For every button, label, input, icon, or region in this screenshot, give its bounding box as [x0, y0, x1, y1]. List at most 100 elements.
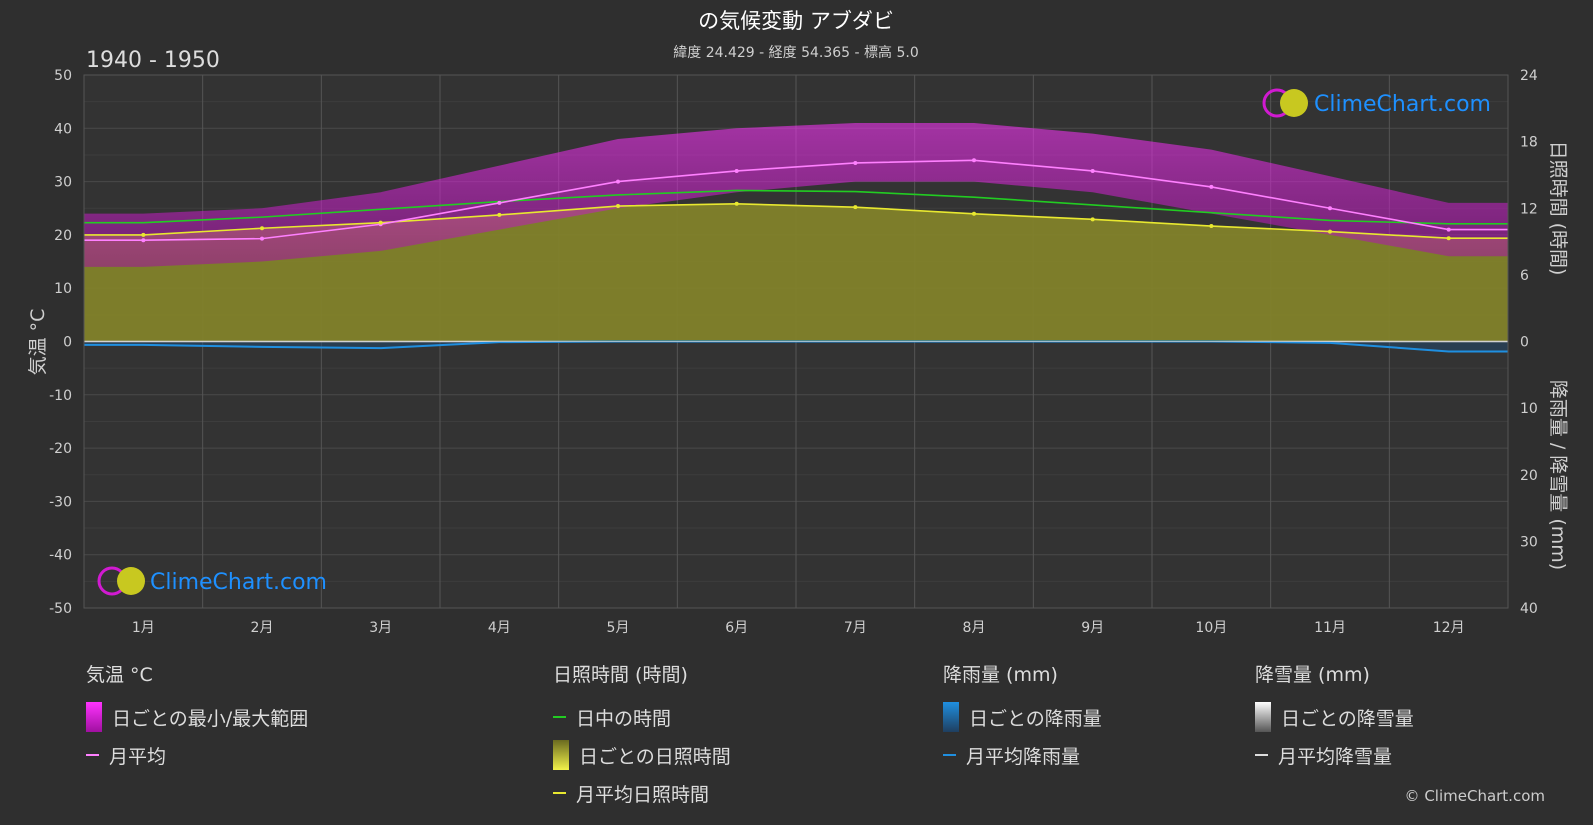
y-right-tick: 40: [1520, 601, 1538, 617]
sunshine-mean-swatch: [553, 792, 566, 794]
y-right-tick: 6: [1520, 268, 1529, 284]
period-label: 1940 - 1950: [86, 48, 220, 73]
legend-sun-daily: 日ごとの日照時間: [553, 736, 731, 774]
x-tick-label: 6月: [725, 620, 748, 636]
temp-mean-point: [1209, 184, 1214, 189]
legend-sun-header: 日照時間 (時間): [553, 664, 688, 686]
x-tick-label: 5月: [607, 620, 630, 636]
y-left-tick: -50: [49, 601, 72, 617]
sunshine-mean-point: [616, 204, 620, 209]
sunshine-mean-point: [1446, 236, 1451, 241]
legend-snow-mean-label: 月平均降雪量: [1278, 745, 1393, 768]
y-right-tick: 30: [1520, 534, 1538, 550]
y-right-top-label: 日照時間 (時間): [1547, 141, 1569, 276]
legend-sun-mean-label: 月平均日照時間: [576, 783, 710, 806]
y-left-tick: 30: [54, 175, 72, 191]
legend-temp-range-label: 日ごとの最小/最大範囲: [112, 707, 309, 730]
x-tick-label: 2月: [251, 620, 274, 636]
y-left-tick: -20: [49, 441, 72, 457]
sunshine-mean-point: [1090, 217, 1095, 222]
rain-mean-swatch: [943, 754, 956, 756]
snow-daily-swatch: [1255, 702, 1271, 732]
temp-mean-point: [260, 236, 264, 241]
temp-mean-point: [616, 179, 620, 184]
temp-mean-swatch: [86, 754, 99, 756]
temp-mean-point: [853, 160, 858, 165]
sunshine-mean-point: [260, 226, 264, 231]
y-right-tick: 10: [1520, 401, 1538, 417]
legend-rain-header: 降雨量 (mm): [943, 664, 1058, 686]
temp-mean-line: [84, 159, 1508, 242]
sunshine-daily-swatch: [553, 740, 569, 770]
sunshine-mean-point: [378, 220, 383, 225]
temp-range-band: [84, 122, 1508, 267]
y-right-tick: 12: [1520, 201, 1538, 217]
x-tick-label: 8月: [963, 620, 986, 636]
legend-sun-mean: 月平均日照時間: [553, 774, 731, 812]
y-left-label: 気温 °C: [27, 309, 49, 376]
legend-snow-daily-label: 日ごとの降雪量: [1281, 707, 1414, 730]
temp-mean-point: [734, 168, 739, 173]
sunshine-mean-point: [734, 201, 739, 206]
sunshine-mean-point: [972, 211, 976, 216]
temp-mean-point: [972, 158, 976, 163]
legend-snow-daily: 日ごとの降雪量: [1255, 698, 1414, 736]
legend-snow: 降雪量 (mm) 日ごとの降雪量 月平均降雪量: [1255, 660, 1414, 774]
sunshine-mean-point: [497, 212, 502, 217]
y-right-tick: 18: [1520, 135, 1538, 151]
plot-frame: [83, 74, 1509, 609]
sunshine-mean-line: [84, 203, 1508, 240]
sunshine-mean-point: [853, 205, 858, 210]
y-right-tick: 20: [1520, 468, 1538, 484]
x-tick-label: 9月: [1081, 620, 1104, 636]
logo-sun-icon: [117, 567, 145, 595]
logo-sun-icon: [1280, 89, 1308, 117]
legend-rain-daily-label: 日ごとの降雨量: [969, 707, 1102, 730]
y-left-tick: 40: [54, 121, 72, 137]
logo-text-bottom: ClimeChart.com: [150, 570, 327, 595]
legend-sun-daylight-label: 日中の時間: [576, 707, 672, 730]
temp-mean-point: [1446, 227, 1451, 232]
x-tick-label: 4月: [488, 620, 511, 636]
logo-bottom: ClimeChart.com: [97, 566, 327, 596]
rain-area: [84, 341, 1508, 352]
legend-sun: 日照時間 (時間) 日中の時間 日ごとの日照時間 月平均日照時間: [553, 660, 731, 812]
temp-mean-point: [141, 238, 146, 243]
chart-title: の気候変動 アブダビ: [698, 9, 894, 33]
temp-mean-point: [1090, 168, 1095, 173]
legend-rain-daily: 日ごとの降雨量: [943, 698, 1102, 736]
legend-temp-header: 気温 °C: [86, 664, 153, 686]
temp-range-swatch: [86, 702, 102, 732]
legend-sun-daylight: 日中の時間: [553, 698, 731, 736]
legend-snow-mean: 月平均降雪量: [1255, 736, 1414, 774]
sunshine-mean-point: [1328, 229, 1332, 234]
legend-temp-mean: 月平均: [86, 736, 308, 774]
climate-chart: の気候変動 アブダビ 緯度 24.429 - 経度 54.365 - 標高 5.…: [27, 9, 1569, 636]
legend-rain: 降雨量 (mm) 日ごとの降雨量 月平均降雨量: [943, 660, 1102, 774]
legend-rain-mean: 月平均降雨量: [943, 736, 1102, 774]
logo-top: ClimeChart.com: [1262, 88, 1491, 118]
legend-sun-daily-label: 日ごとの日照時間: [579, 745, 731, 768]
sunshine-mean-point: [141, 232, 146, 237]
temp-mean-point: [497, 200, 502, 205]
x-tick-label: 1月: [132, 620, 155, 636]
daylight-swatch: [553, 716, 566, 718]
y-right-bottom-label: 降雨量 / 降雪量 (mm): [1547, 380, 1569, 570]
legend-temp-mean-label: 月平均: [109, 745, 167, 768]
x-tick-label: 12月: [1433, 620, 1465, 636]
legend-rain-mean-label: 月平均降雨量: [966, 745, 1081, 768]
legend-snow-header: 降雪量 (mm): [1255, 664, 1370, 686]
snow-mean-swatch: [1255, 754, 1268, 756]
daylight-line: [84, 189, 1508, 225]
copyright: © ClimeChart.com: [1404, 787, 1545, 805]
x-tick-label: 7月: [844, 620, 867, 636]
legend-temp: 気温 °C 日ごとの最小/最大範囲 月平均: [86, 660, 308, 774]
y-left-tick: 20: [54, 228, 72, 244]
logo-text-top: ClimeChart.com: [1314, 92, 1491, 117]
y-left-tick: -10: [49, 388, 72, 404]
chart-subtitle: 緯度 24.429 - 経度 54.365 - 標高 5.0: [673, 44, 919, 61]
y-right-tick: 0: [1520, 335, 1529, 351]
y-right-tick: 24: [1520, 68, 1538, 84]
y-left-tick: 10: [54, 281, 72, 297]
x-tick-label: 11月: [1314, 620, 1346, 636]
